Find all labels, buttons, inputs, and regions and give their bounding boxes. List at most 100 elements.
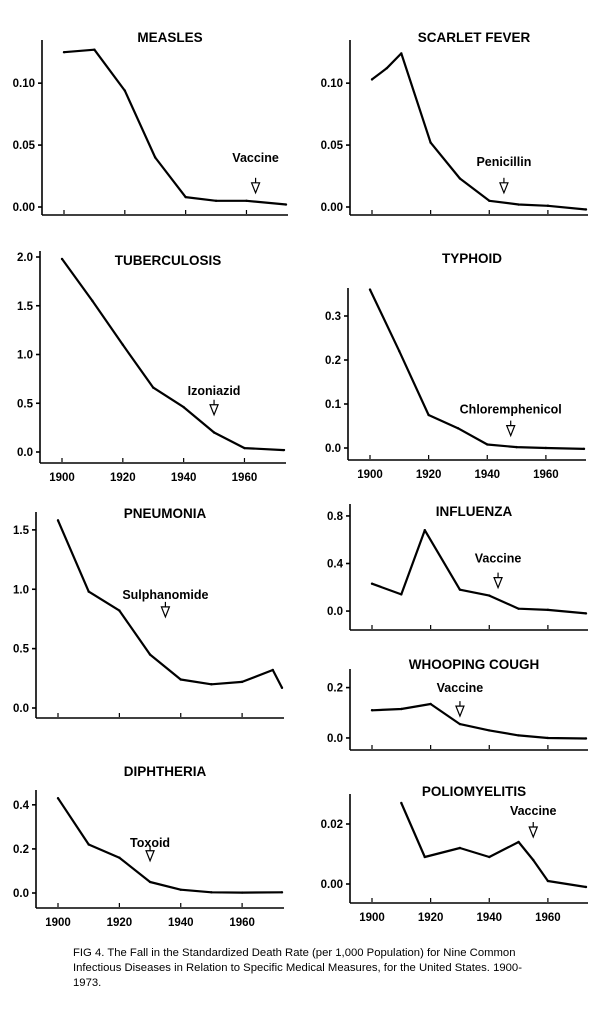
data-point <box>517 734 520 737</box>
data-point <box>456 427 460 430</box>
y-tick-label: 0.00 <box>13 202 35 214</box>
data-point <box>148 653 152 656</box>
data-point <box>118 856 121 859</box>
data-point <box>284 203 288 206</box>
data-point <box>400 801 403 805</box>
y-tick-label: 0.1 <box>325 399 342 411</box>
x-tick-label: 1940 <box>168 917 194 929</box>
x-tick-label: 1940 <box>474 469 500 481</box>
panel-poliomyelitis: POLIOMYELITIS 0.00 0.02 1900 1920 1940 1960 Vac… <box>321 784 588 924</box>
y-tick-label: 0.3 <box>325 311 341 323</box>
y-tick-label: 0.00 <box>321 879 343 891</box>
data-point <box>370 582 374 585</box>
data-point <box>240 680 244 684</box>
data-point <box>584 208 588 211</box>
data-point <box>400 52 403 55</box>
data-point <box>214 199 218 203</box>
data-point <box>532 858 535 862</box>
data-point <box>282 448 286 452</box>
data-point <box>488 729 491 732</box>
y-tick-label: 0.2 <box>327 683 343 695</box>
data-point <box>56 797 60 800</box>
x-tick-label: 1900 <box>357 469 383 481</box>
data-point <box>458 588 462 591</box>
data-point <box>486 443 489 446</box>
series-line <box>61 258 285 452</box>
data-point <box>398 350 401 353</box>
series-line <box>371 529 587 615</box>
y-tick-label: 0.2 <box>13 844 29 856</box>
data-point <box>87 843 90 846</box>
data-point <box>271 668 274 672</box>
data-point <box>154 156 157 159</box>
data-point <box>179 888 182 891</box>
panel-tuberculosis: TUBERCULOSIS 0.0 0.5 1.0 1.5 2.0 1900 1920 1940 1… <box>17 251 286 484</box>
x-tick-label: 1900 <box>49 472 75 484</box>
panel-title: PNEUMONIA <box>124 506 207 521</box>
data-point <box>210 683 213 686</box>
data-point <box>546 608 550 612</box>
data-point <box>60 257 64 261</box>
annotation-label: Chloremphenicol <box>460 403 562 417</box>
y-tick-label: 0.5 <box>13 644 30 656</box>
annotation-label: Toxoid <box>130 836 170 850</box>
series-line <box>371 52 587 211</box>
data-point <box>245 199 248 203</box>
y-tick-label: 0.2 <box>325 355 341 367</box>
data-point <box>517 840 520 844</box>
panel-title: WHOOPING COUGH <box>409 657 540 672</box>
y-tick-label: 0.05 <box>13 140 36 152</box>
data-point <box>429 141 432 144</box>
panel-typhoid: TYPHOID 0.0 0.1 0.2 0.3 1900 1920 1940 1960 Chlor… <box>325 251 586 481</box>
data-point <box>544 446 548 450</box>
data-point <box>517 607 520 610</box>
data-point <box>400 707 403 711</box>
x-tick-label: 1960 <box>232 472 258 484</box>
series-line <box>57 797 283 894</box>
annotation-label: Vaccine <box>510 804 557 818</box>
panel-diphtheria: DIPHTHERIA 0.0 0.2 0.4 1900 1920 1940 1960 Toxoi… <box>13 764 284 929</box>
data-point <box>584 885 588 889</box>
panel-title: SCARLET FEVER <box>418 30 531 45</box>
data-point <box>179 678 182 681</box>
data-point <box>400 593 403 596</box>
x-tick-label: 1960 <box>535 912 561 924</box>
x-tick-label: 1920 <box>416 469 442 481</box>
panel-influenza: INFLUENZA 0.0 0.4 0.8 Vaccine <box>327 504 588 631</box>
data-point <box>148 880 152 884</box>
annotation-label: Vaccine <box>475 552 522 566</box>
data-point <box>546 736 550 740</box>
data-point <box>488 855 491 859</box>
x-tick-label: 1940 <box>171 472 197 484</box>
x-tick-label: 1920 <box>418 912 444 924</box>
y-tick-label: 0.10 <box>321 78 343 90</box>
data-point <box>427 413 430 417</box>
data-point <box>517 203 520 206</box>
data-point <box>152 386 155 389</box>
y-tick-label: 0.00 <box>321 202 343 214</box>
x-tick-label: 1940 <box>476 912 502 924</box>
annotation-arrow-head <box>493 577 503 590</box>
data-point <box>87 590 90 593</box>
data-point <box>515 445 518 449</box>
annotation-arrow-head <box>250 182 261 195</box>
data-point <box>423 529 426 532</box>
data-point <box>423 855 426 859</box>
data-point <box>118 609 121 612</box>
data-point <box>370 78 374 81</box>
panel-measles: MEASLES 0.00 0.05 0.10 Vaccine <box>13 30 288 216</box>
x-tick-label: 1900 <box>359 912 385 924</box>
y-tick-label: 2.0 <box>17 252 33 264</box>
series-line <box>371 702 587 740</box>
series-line <box>369 289 585 450</box>
y-tick-label: 0.0 <box>13 703 29 715</box>
series-line <box>56 519 283 689</box>
y-tick-label: 0.10 <box>13 78 35 90</box>
data-point <box>184 195 187 199</box>
data-point <box>582 447 586 451</box>
figure-caption: FIG 4. The Fall in the Standardized Deat… <box>73 947 522 989</box>
x-tick-label: 1920 <box>107 917 133 929</box>
annotation-arrow-head <box>145 850 155 863</box>
panel-whooping-cough: WHOOPING COUGH 0.0 0.2 Vaccine <box>327 657 588 751</box>
annotation-label: Vaccine <box>232 151 279 165</box>
